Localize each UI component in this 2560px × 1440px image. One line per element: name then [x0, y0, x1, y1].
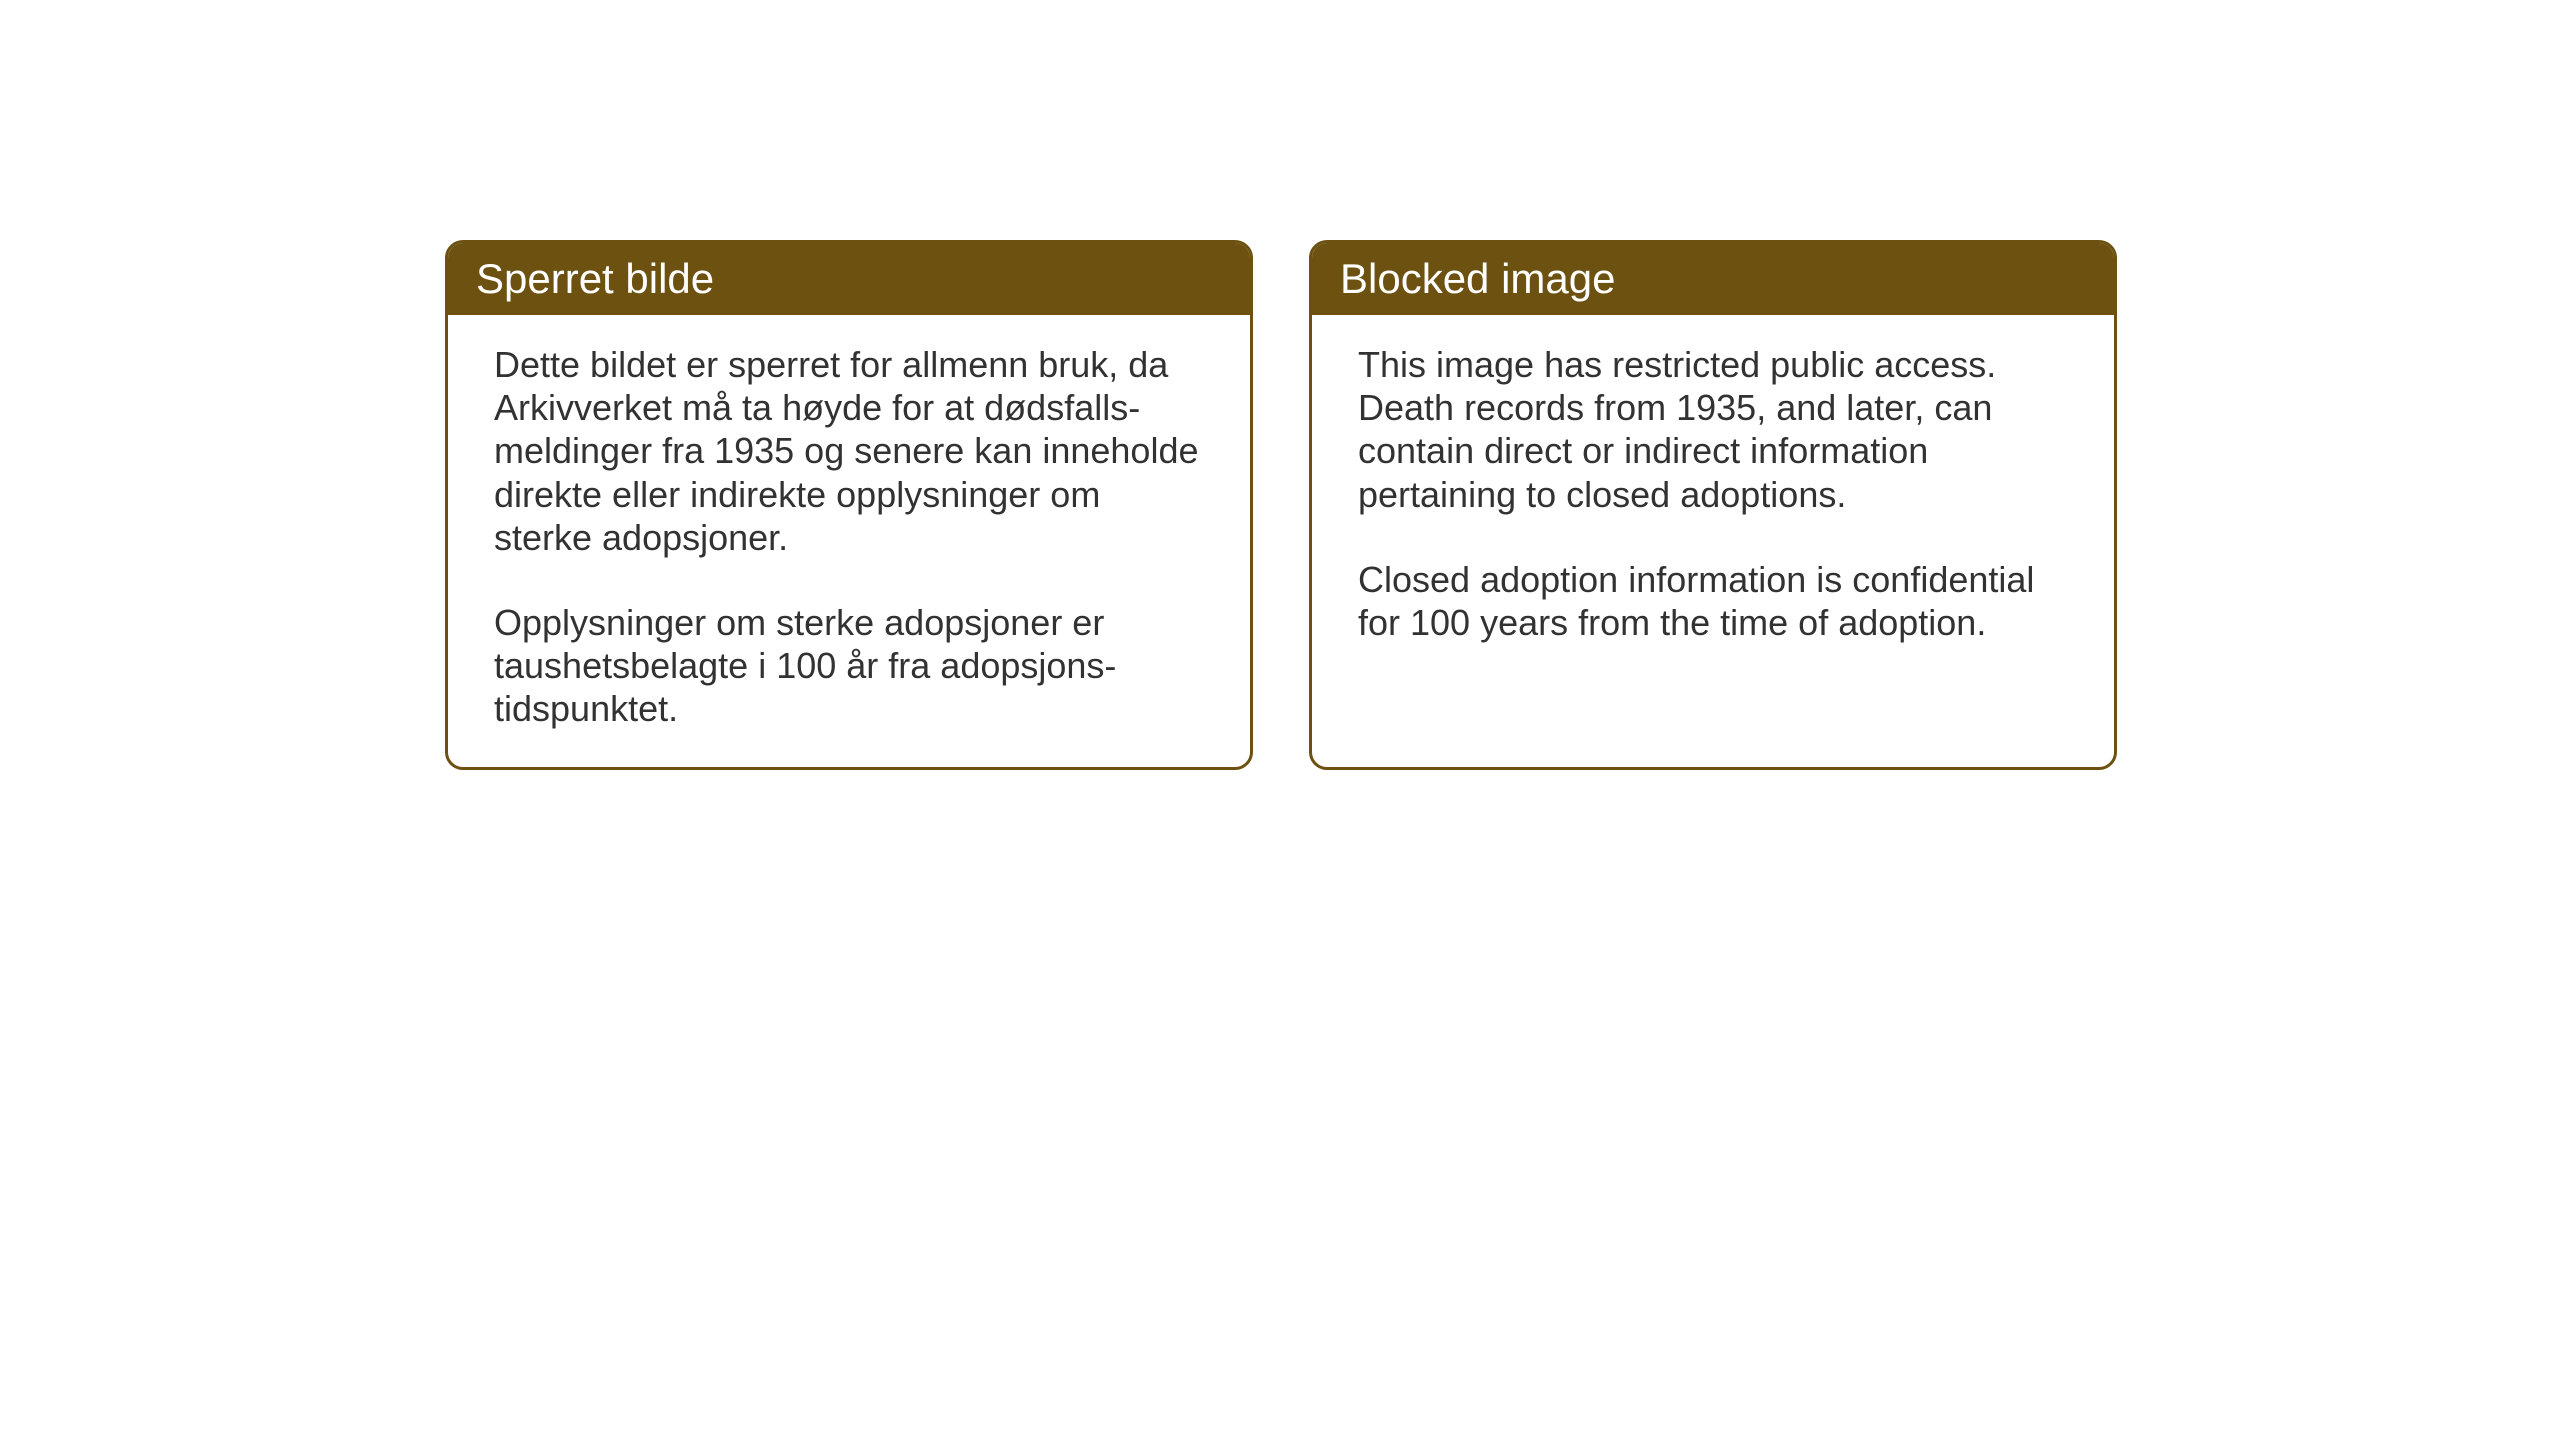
- card-english-header: Blocked image: [1312, 243, 2114, 315]
- card-norwegian-paragraph-2: Opplysninger om sterke adopsjoner er tau…: [494, 601, 1204, 731]
- card-english-paragraph-1: This image has restricted public access.…: [1358, 343, 2068, 516]
- card-english-body: This image has restricted public access.…: [1312, 315, 2114, 757]
- cards-container: Sperret bilde Dette bildet er sperret fo…: [445, 240, 2117, 770]
- card-norwegian-body: Dette bildet er sperret for allmenn bruk…: [448, 315, 1250, 767]
- card-english: Blocked image This image has restricted …: [1309, 240, 2117, 770]
- card-norwegian-paragraph-1: Dette bildet er sperret for allmenn bruk…: [494, 343, 1204, 559]
- card-norwegian-header: Sperret bilde: [448, 243, 1250, 315]
- card-english-title: Blocked image: [1340, 255, 1615, 302]
- card-norwegian: Sperret bilde Dette bildet er sperret fo…: [445, 240, 1253, 770]
- card-english-paragraph-2: Closed adoption information is confident…: [1358, 558, 2068, 644]
- card-norwegian-title: Sperret bilde: [476, 255, 714, 302]
